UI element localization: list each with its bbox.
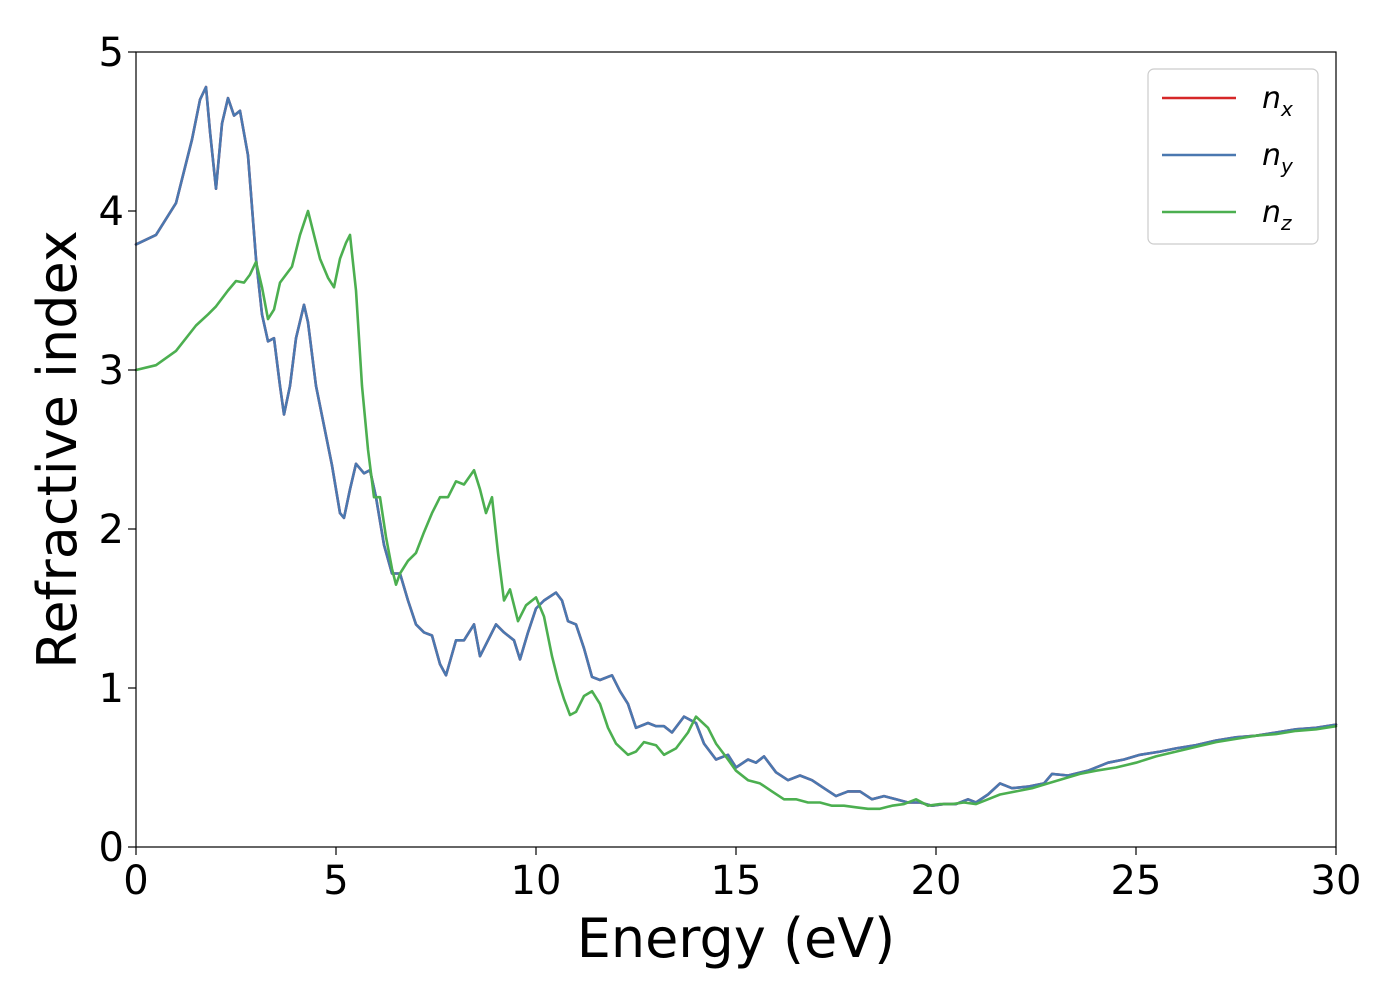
x-axis: 0 5 10 15 20 25 30 bbox=[123, 847, 1361, 904]
y-tick-label: 1 bbox=[99, 666, 124, 712]
legend-label-base: n bbox=[1262, 195, 1281, 230]
legend-label: nx bbox=[1262, 81, 1293, 121]
y-axis: 0 1 2 3 4 5 bbox=[99, 30, 136, 871]
y-axis-label: Refractive index bbox=[26, 230, 89, 669]
series-line-nz bbox=[134, 209, 1338, 811]
x-tick-label: 5 bbox=[323, 858, 348, 904]
x-tick-label: 30 bbox=[1311, 858, 1362, 904]
y-tick-label: 0 bbox=[99, 825, 124, 871]
plot-background bbox=[136, 52, 1336, 847]
x-axis-label: Energy (eV) bbox=[577, 907, 896, 970]
legend-label-sub: y bbox=[1280, 154, 1294, 178]
y-tick-label: 3 bbox=[99, 348, 124, 394]
legend-label: nz bbox=[1262, 195, 1292, 235]
y-tick-label: 2 bbox=[99, 507, 124, 553]
x-tick-label: 10 bbox=[511, 858, 562, 904]
legend-label: ny bbox=[1262, 138, 1294, 178]
legend-label-base: n bbox=[1262, 81, 1281, 116]
x-tick-label: 20 bbox=[911, 858, 962, 904]
series-line-ny bbox=[134, 85, 1338, 807]
plot-area bbox=[134, 51, 1338, 848]
y-tick-label: 5 bbox=[99, 30, 124, 76]
legend-box bbox=[1147, 68, 1319, 245]
y-tick-label: 4 bbox=[99, 189, 124, 235]
legend-label-base: n bbox=[1262, 138, 1281, 173]
x-tick-label: 25 bbox=[1111, 858, 1162, 904]
legend-label-sub: z bbox=[1280, 211, 1292, 235]
x-tick-label: 15 bbox=[711, 858, 762, 904]
series-layer bbox=[134, 85, 1338, 811]
legend-label-sub: x bbox=[1280, 97, 1293, 121]
x-tick-label: 0 bbox=[123, 858, 148, 904]
